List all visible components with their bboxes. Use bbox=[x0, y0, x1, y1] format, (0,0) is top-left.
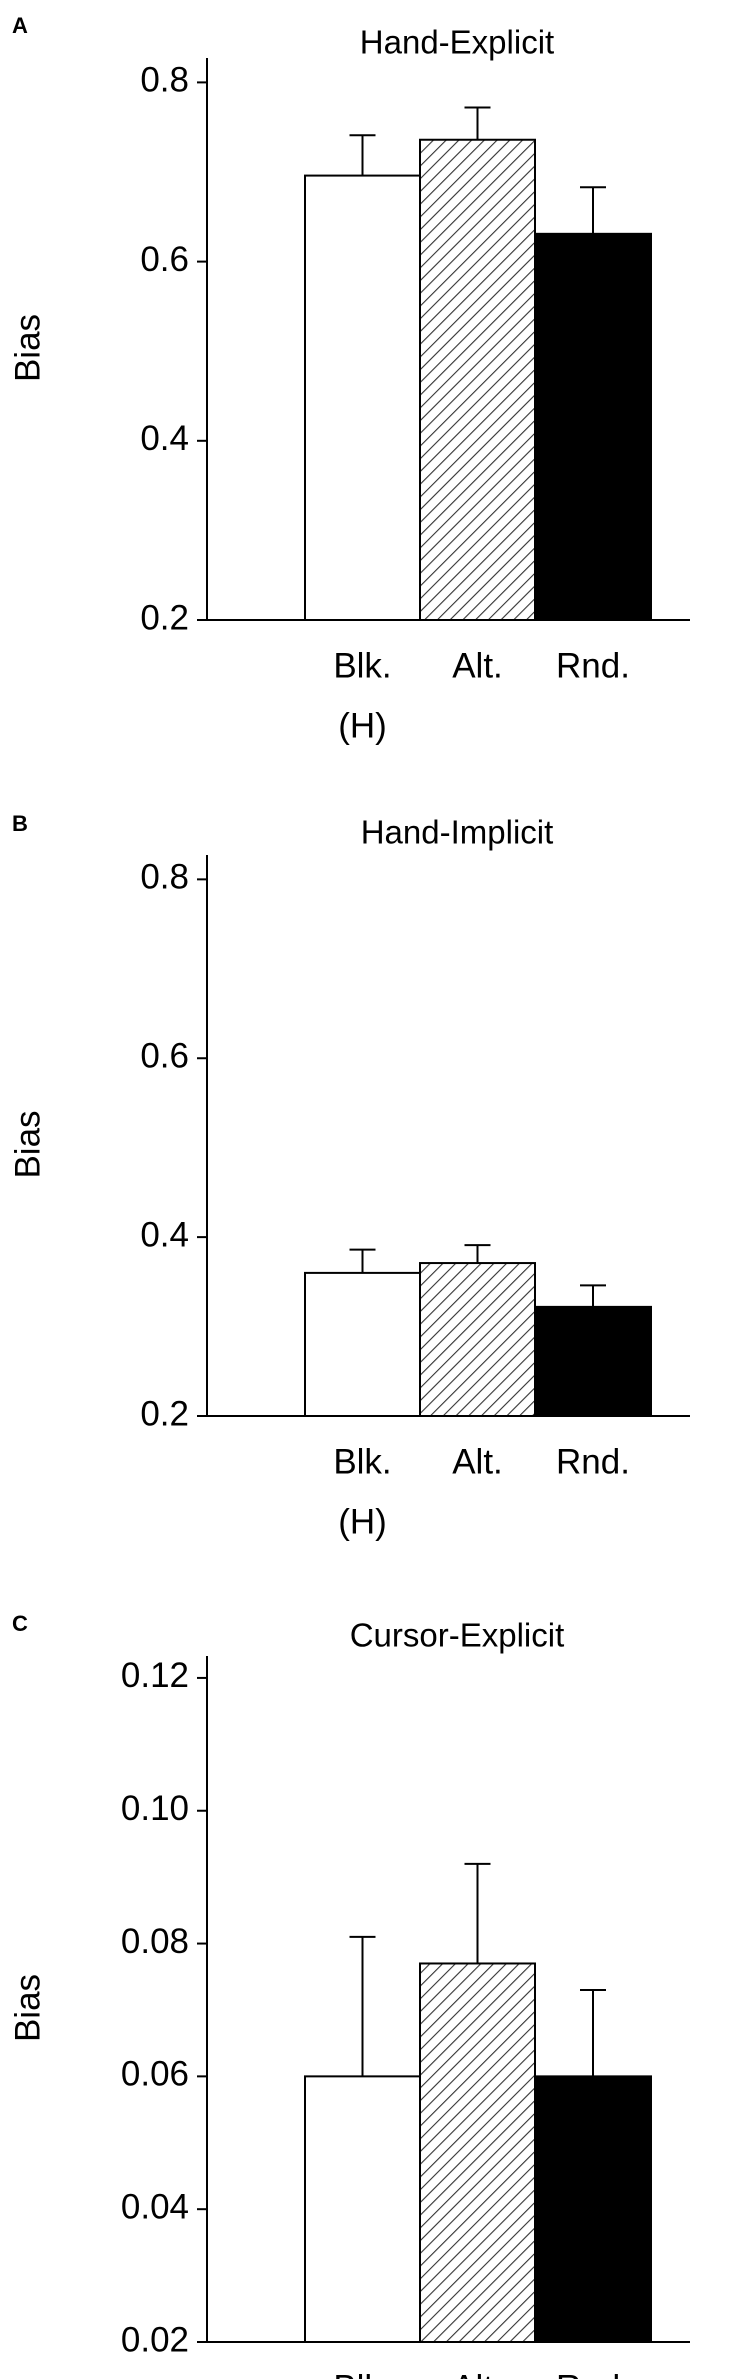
y-tick-label: 0.04 bbox=[121, 2187, 189, 2226]
x-tick-label: Blk. bbox=[333, 646, 391, 685]
bar bbox=[304, 174, 421, 621]
y-tick-label: 0.02 bbox=[121, 2320, 189, 2359]
y-tick-label: 0.6 bbox=[140, 240, 189, 279]
y-tick-label: 0.2 bbox=[140, 1394, 189, 1433]
y-tick-label: 0.8 bbox=[140, 858, 189, 897]
bar bbox=[534, 1305, 652, 1417]
axes bbox=[206, 855, 690, 1417]
bar bbox=[419, 138, 536, 622]
y-tick-label: 0.4 bbox=[140, 419, 189, 458]
y-tick-label: 0.4 bbox=[140, 1215, 189, 1254]
y-tick-label: 0.6 bbox=[140, 1036, 189, 1075]
axes bbox=[206, 1656, 690, 2343]
y-axis-label: Bias bbox=[8, 314, 47, 382]
panel-label: A bbox=[12, 13, 28, 38]
panel-label: B bbox=[12, 811, 28, 836]
y-axis-label: Bias bbox=[8, 1110, 47, 1178]
y-axis-label: Bias bbox=[8, 1974, 47, 2042]
x-tick-label: Alt. bbox=[452, 2368, 503, 2379]
chart-title: Cursor-Explicit bbox=[350, 1617, 565, 1654]
chart-title: Hand-Implicit bbox=[361, 814, 554, 851]
axes bbox=[206, 58, 690, 621]
bar bbox=[304, 1271, 421, 1417]
bar bbox=[419, 1962, 536, 2343]
x-tick-label: Rnd. bbox=[556, 646, 630, 685]
y-tick-label: 0.12 bbox=[121, 1656, 189, 1695]
chart-title: Hand-Explicit bbox=[360, 24, 554, 61]
y-tick-label: 0.06 bbox=[121, 2055, 189, 2094]
y-tick-label: 0.10 bbox=[121, 1789, 189, 1828]
x-tick-label: Alt. bbox=[452, 646, 503, 685]
panel-label: C bbox=[12, 1611, 28, 1636]
y-tick-label: 0.2 bbox=[140, 598, 189, 637]
x-tick-label: Alt. bbox=[452, 1442, 503, 1481]
bar bbox=[304, 2075, 421, 2343]
x-tick-label: Rnd. bbox=[556, 2368, 630, 2379]
x-tick-label: Blk. bbox=[333, 1442, 391, 1481]
bar bbox=[534, 232, 652, 621]
y-tick-label: 0.08 bbox=[121, 1922, 189, 1961]
bar bbox=[534, 2075, 652, 2343]
x-tick-label: Blk. bbox=[333, 2368, 391, 2379]
category-note: (H) bbox=[338, 706, 387, 745]
bar bbox=[419, 1262, 536, 1418]
category-note: (H) bbox=[338, 1502, 387, 1541]
x-tick-label: Rnd. bbox=[556, 1442, 630, 1481]
y-tick-label: 0.8 bbox=[140, 61, 189, 100]
